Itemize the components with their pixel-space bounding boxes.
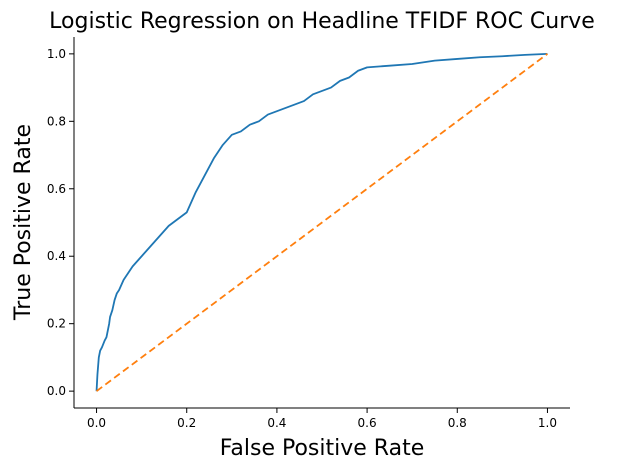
y-tick-label: 0.6 <box>47 182 66 196</box>
x-tick-label: 0.0 <box>87 416 106 430</box>
y-tick-label: 0.0 <box>47 384 66 398</box>
x-tick-label: 0.4 <box>267 416 286 430</box>
x-tick-label: 0.8 <box>448 416 467 430</box>
series-layer <box>95 52 548 392</box>
x-tick-label: 0.6 <box>358 416 377 430</box>
x-tick-label: 1.0 <box>538 416 557 430</box>
chart-title: Logistic Regression on Headline TFIDF RO… <box>49 9 595 34</box>
x-tick-label: 0.2 <box>177 416 196 430</box>
axis-ticks: 0.0 0.2 0.4 0.6 0.8 1.0 0.0 0.2 0.4 0.6 0.8 1.0 <box>47 47 557 430</box>
y-tick-label: 1.0 <box>47 47 66 61</box>
y-tick-label: 0.2 <box>47 317 66 331</box>
y-tick-label: 0.8 <box>47 114 66 128</box>
chance-diagonal-line <box>96 53 548 392</box>
roc-curve-line <box>95 52 548 392</box>
y-axis-label: True Positive Rate <box>11 124 36 321</box>
y-tick-label: 0.4 <box>47 249 66 263</box>
x-axis-label: False Positive Rate <box>220 436 424 461</box>
